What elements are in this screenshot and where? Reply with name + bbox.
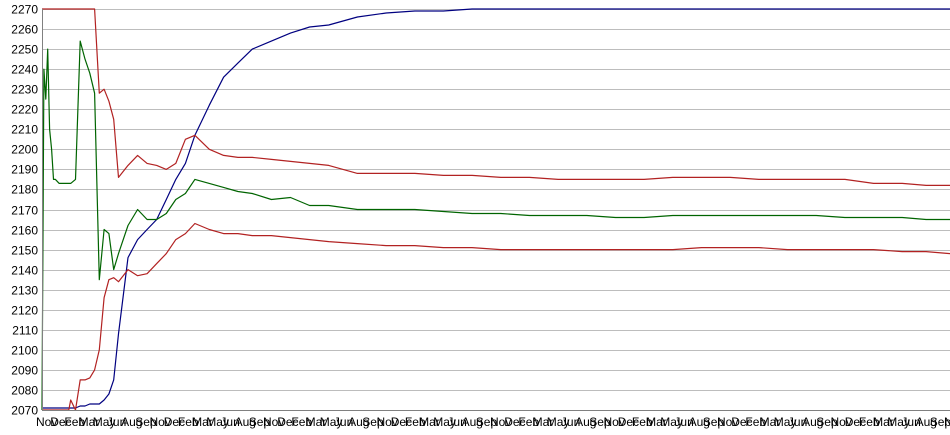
x-tick-label: Aug xyxy=(802,415,823,429)
x-tick-label: Feb xyxy=(859,415,880,429)
x-tick-labels: NovDecFebMarMayJunAugSepNovDecFebMarMayJ… xyxy=(36,415,950,429)
x-tick-label: Jun xyxy=(788,415,807,429)
x-tick-label: Dec xyxy=(731,415,752,429)
x-tick-label: Sep xyxy=(703,415,725,429)
x-tick-label: Mar xyxy=(79,415,100,429)
x-tick-label: May xyxy=(774,415,797,429)
y-tick-label: 2160 xyxy=(11,224,38,238)
x-tick-label: May xyxy=(887,415,910,429)
x-tick-label: Feb xyxy=(291,415,312,429)
series-line-1 xyxy=(42,8,950,409)
series-line-3 xyxy=(42,8,950,186)
x-tick-label: Jun xyxy=(334,415,353,429)
x-tick-label: Nov xyxy=(717,415,738,429)
x-tick-label: May xyxy=(547,415,570,429)
series-line-2 xyxy=(41,40,950,411)
y-tick-label: 2120 xyxy=(11,304,38,318)
x-tick-label: Dec xyxy=(845,415,866,429)
x-tick-label: Aug xyxy=(916,415,937,429)
y-tick-labels: 2070 2080 2090 2100 2110 2120 2130 2140 2150 2160… xyxy=(11,3,38,418)
x-tick-label: Feb xyxy=(64,415,85,429)
x-tick-label: May xyxy=(206,415,229,429)
y-tick-label: 2230 xyxy=(11,83,38,97)
y-tick-label: 2150 xyxy=(11,244,38,258)
x-tick-label: Dec xyxy=(50,415,71,429)
y-tick-label: 2190 xyxy=(11,163,38,177)
gridlines xyxy=(42,9,950,411)
x-tick-label: Feb xyxy=(632,415,653,429)
x-tick-label: Aug xyxy=(575,415,596,429)
x-tick-label: Jun xyxy=(447,415,466,429)
x-tick-label: Aug xyxy=(121,415,142,429)
x-tick-label: Jun xyxy=(561,415,580,429)
x-tick-label: Dec xyxy=(504,415,525,429)
x-tick-label: Nov xyxy=(604,415,625,429)
x-tick-label: Sep xyxy=(135,415,157,429)
y-tick-label: 2220 xyxy=(11,103,38,117)
axes xyxy=(42,9,950,411)
x-tick-label: Sep xyxy=(362,415,384,429)
x-tick-label: Sep xyxy=(816,415,838,429)
x-tick-label: Sep xyxy=(476,415,498,429)
x-tick-label: Jun xyxy=(107,415,126,429)
x-tick-label: Sep xyxy=(930,415,950,429)
y-tick-label: 2140 xyxy=(11,264,38,278)
y-tick-label: 2170 xyxy=(11,204,38,218)
x-tick-label: Jun xyxy=(674,415,693,429)
x-tick-label: Sep xyxy=(589,415,611,429)
x-tick-label: Dec xyxy=(618,415,639,429)
x-tick-label: May xyxy=(93,415,116,429)
y-tick-label: 2200 xyxy=(11,143,38,157)
y-tick-label: 2070 xyxy=(11,404,38,418)
x-tick-label: Aug xyxy=(235,415,256,429)
x-tick-label: Dec xyxy=(164,415,185,429)
x-tick-label: Jun xyxy=(220,415,239,429)
x-tick-label: Mar xyxy=(873,415,894,429)
x-tick-label: Feb xyxy=(178,415,199,429)
x-tick-label: Aug xyxy=(689,415,710,429)
y-tick-label: 2210 xyxy=(11,123,38,137)
x-tick-label: Mar xyxy=(192,415,213,429)
x-tick-label: Dec xyxy=(277,415,298,429)
y-tick-label: 2240 xyxy=(11,63,38,77)
x-tick-label: Sep xyxy=(249,415,271,429)
y-tick-label: 2250 xyxy=(11,43,38,57)
x-tick-label: Mar xyxy=(760,415,781,429)
x-tick-label: Mar xyxy=(533,415,554,429)
x-tick-label: Mar xyxy=(306,415,327,429)
y-tick-label: 2270 xyxy=(11,3,38,17)
x-tick-label: Aug xyxy=(462,415,483,429)
y-tick-label: 2260 xyxy=(11,23,38,37)
x-tick-label: May xyxy=(433,415,456,429)
x-tick-label: Dec xyxy=(391,415,412,429)
x-tick-label: Aug xyxy=(348,415,369,429)
x-tick-label: May xyxy=(320,415,343,429)
x-tick-label: Nov xyxy=(377,415,398,429)
x-tick-label: Feb xyxy=(745,415,766,429)
y-tick-label: 2180 xyxy=(11,183,38,197)
y-tick-label: 2090 xyxy=(11,364,38,378)
x-tick-label: Nov xyxy=(263,415,284,429)
x-tick-label: Feb xyxy=(518,415,539,429)
y-tick-label: 2100 xyxy=(11,344,38,358)
x-tick-label: Nov xyxy=(831,415,852,429)
x-tick-label: Mar xyxy=(419,415,440,429)
y-tick-label: 2110 xyxy=(12,324,38,338)
x-tick-label: Jun xyxy=(901,415,920,429)
y-tick-label: 2130 xyxy=(11,284,38,298)
y-tick-label: 2080 xyxy=(11,384,38,398)
x-tick-label: Mar xyxy=(646,415,667,429)
x-tick-label: Nov xyxy=(36,415,57,429)
x-tick-label: Nov xyxy=(490,415,511,429)
x-tick-label: No xyxy=(944,415,950,429)
x-tick-label: Nov xyxy=(150,415,171,429)
x-tick-label: Feb xyxy=(405,415,426,429)
x-tick-label: May xyxy=(660,415,683,429)
